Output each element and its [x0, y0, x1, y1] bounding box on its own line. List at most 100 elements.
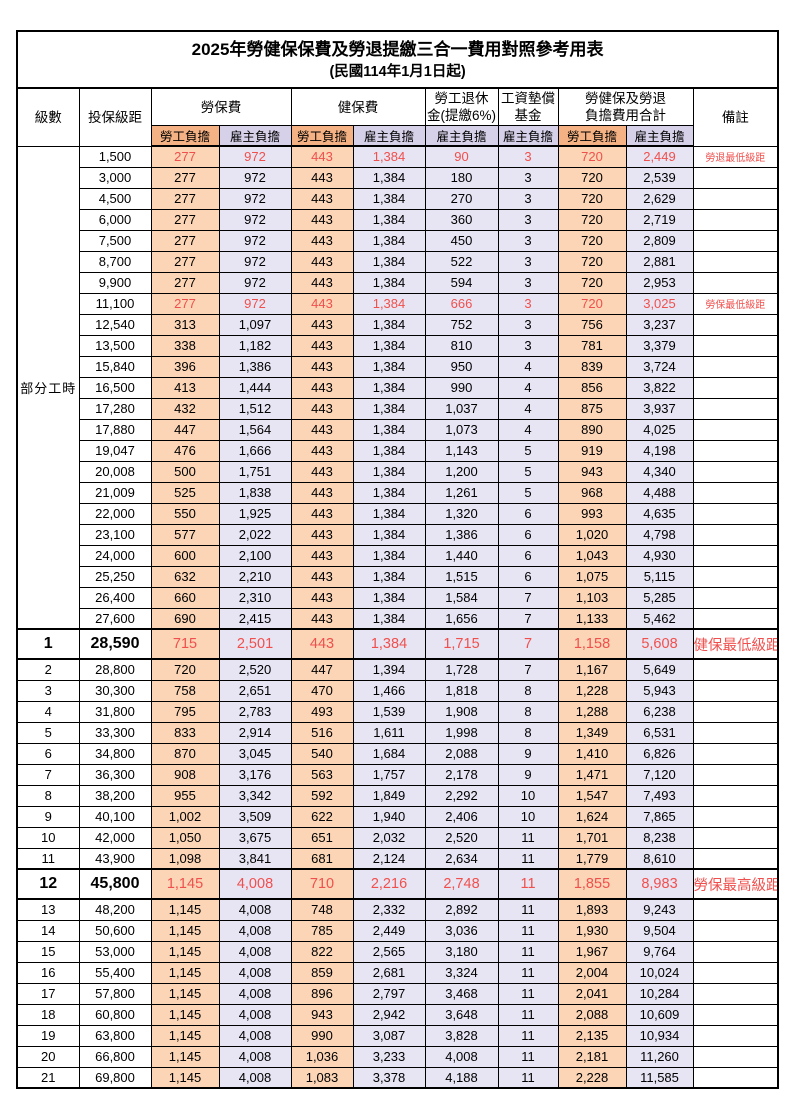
table-row: 23,100 577 2,022 443 1,384 1,386 6 1,020 4,798: [17, 523, 779, 546]
remark-cell: [692, 658, 779, 681]
hi-employer-cell: 1,384: [352, 460, 426, 483]
pension-cell: 270: [424, 187, 499, 210]
table-row: 25,250 632 2,210 443 1,384 1,515 6 1,075 5,115: [17, 565, 779, 588]
bracket-cell: 42,000: [78, 826, 152, 849]
total-employer-cell: 9,243: [625, 898, 694, 921]
subheader-hi-employer: 雇主負擔: [352, 125, 426, 147]
li-employer-cell: 972: [218, 187, 292, 210]
total-employer-cell: 5,115: [625, 565, 694, 588]
wage-fund-cell: 11: [497, 1003, 559, 1026]
hi-employer-cell: 2,032: [352, 826, 426, 849]
hi-employee-cell: 896: [290, 982, 354, 1005]
subheader-total-employee: 勞工負擔: [557, 125, 627, 147]
hi-employer-cell: 1,384: [352, 271, 426, 294]
hi-employer-cell: 1,384: [352, 418, 426, 441]
hi-employee-cell: 859: [290, 961, 354, 984]
pension-cell: 2,088: [424, 742, 499, 765]
wage-fund-cell: 7: [497, 658, 559, 681]
total-employer-cell: 11,260: [625, 1045, 694, 1068]
table-row: 4 31,800 795 2,783 493 1,539 1,908 8 1,288 6,238: [16, 700, 779, 723]
hi-employer-cell: 1,849: [352, 784, 426, 807]
bracket-cell: 45,800: [78, 868, 152, 900]
li-employer-cell: 4,008: [218, 1045, 292, 1068]
hi-employee-cell: 540: [290, 742, 354, 765]
total-employee-cell: 1,471: [557, 763, 627, 786]
li-employee-cell: 277: [150, 208, 220, 231]
bracket-cell: 13,500: [78, 334, 152, 357]
hi-employee-cell: 443: [290, 376, 354, 399]
pension-cell: 2,634: [424, 847, 499, 870]
hi-employee-cell: 443: [290, 586, 354, 609]
li-employer-cell: 1,097: [218, 313, 292, 336]
table-row: 3,000 277 972 443 1,384 180 3 720 2,539: [17, 166, 779, 189]
table-row: 16 55,400 1,145 4,008 859 2,681 3,324 11 2,004 10…: [16, 961, 779, 984]
total-employer-cell: 4,198: [625, 439, 694, 462]
remark-cell: [692, 826, 779, 849]
level-cell: 2: [16, 658, 80, 681]
hi-employer-cell: 1,384: [352, 439, 426, 462]
wage-fund-cell: 11: [497, 1045, 559, 1068]
total-employee-cell: 919: [557, 439, 627, 462]
header-group-row: 級數 投保級距 勞保費 健保費 勞工退休 金(提繳6%) 工資墊償 基金 勞健保及勞…: [16, 87, 779, 147]
wage-fund-cell: 3: [497, 271, 559, 294]
li-employee-cell: 277: [150, 271, 220, 294]
total-employer-cell: 3,937: [625, 397, 694, 420]
pension-cell: 2,178: [424, 763, 499, 786]
bracket-cell: 28,590: [78, 628, 152, 660]
level-cell: 20: [16, 1045, 80, 1068]
total-employee-cell: 720: [557, 145, 627, 168]
total-employee-cell: 856: [557, 376, 627, 399]
hi-employee-cell: 493: [290, 700, 354, 723]
bracket-cell: 53,000: [78, 940, 152, 963]
total-employer-cell: 5,285: [625, 586, 694, 609]
hi-employer-cell: 1,384: [352, 250, 426, 273]
pension-cell: 1,143: [424, 439, 499, 462]
li-employer-cell: 2,520: [218, 658, 292, 681]
wage-fund-cell: 11: [497, 1024, 559, 1047]
bracket-cell: 31,800: [78, 700, 152, 723]
li-employee-cell: 550: [150, 502, 220, 525]
li-employee-cell: 277: [150, 229, 220, 252]
hi-employer-cell: 1,466: [352, 679, 426, 702]
total-employee-cell: 1,410: [557, 742, 627, 765]
bracket-cell: 43,900: [78, 847, 152, 870]
hi-employer-cell: 1,384: [352, 166, 426, 189]
li-employer-cell: 2,415: [218, 607, 292, 630]
table-row: 1 28,590 715 2,501 443 1,384 1,715 7 1,158 5,608 健…: [16, 628, 779, 660]
table-row: 9,900 277 972 443 1,384 594 3 720 2,953: [17, 271, 779, 294]
total-employee-cell: 2,228: [557, 1066, 627, 1089]
total-employer-cell: 11,585: [625, 1066, 694, 1089]
pension-cell: 450: [424, 229, 499, 252]
total-employer-cell: 6,826: [625, 742, 694, 765]
li-employer-cell: 3,176: [218, 763, 292, 786]
bracket-cell: 3,000: [78, 166, 152, 189]
subheader-fund-employer: 雇主負擔: [497, 125, 559, 147]
remark-cell: [692, 679, 779, 702]
total-employee-cell: 1,855: [557, 868, 627, 900]
table-row: 21,009 525 1,838 443 1,384 1,261 5 968 4,488: [17, 481, 779, 504]
bracket-cell: 28,800: [78, 658, 152, 681]
li-employer-cell: 972: [218, 166, 292, 189]
total-employee-cell: 781: [557, 334, 627, 357]
page-subtitle: (民國114年1月1日起): [329, 64, 466, 80]
li-employer-cell: 972: [218, 292, 292, 315]
li-employer-cell: 972: [218, 229, 292, 252]
total-employer-cell: 10,024: [625, 961, 694, 984]
hi-employee-cell: 443: [290, 544, 354, 567]
total-employer-cell: 6,238: [625, 700, 694, 723]
table-row: 12,540 313 1,097 443 1,384 752 3 756 3,237: [17, 313, 779, 336]
remark-cell: [692, 271, 779, 294]
total-employer-cell: 2,809: [625, 229, 694, 252]
remark-cell: [692, 376, 779, 399]
wage-fund-cell: 3: [497, 334, 559, 357]
li-employee-cell: 525: [150, 481, 220, 504]
level-cell: 1: [16, 628, 80, 660]
bracket-cell: 21,009: [78, 481, 152, 504]
total-employer-cell: 4,488: [625, 481, 694, 504]
remark-cell: [692, 544, 779, 567]
wage-fund-cell: 8: [497, 700, 559, 723]
total-employer-cell: 2,539: [625, 166, 694, 189]
li-employee-cell: 1,145: [150, 961, 220, 984]
total-employee-cell: 1,967: [557, 940, 627, 963]
total-employee-cell: 2,181: [557, 1045, 627, 1068]
